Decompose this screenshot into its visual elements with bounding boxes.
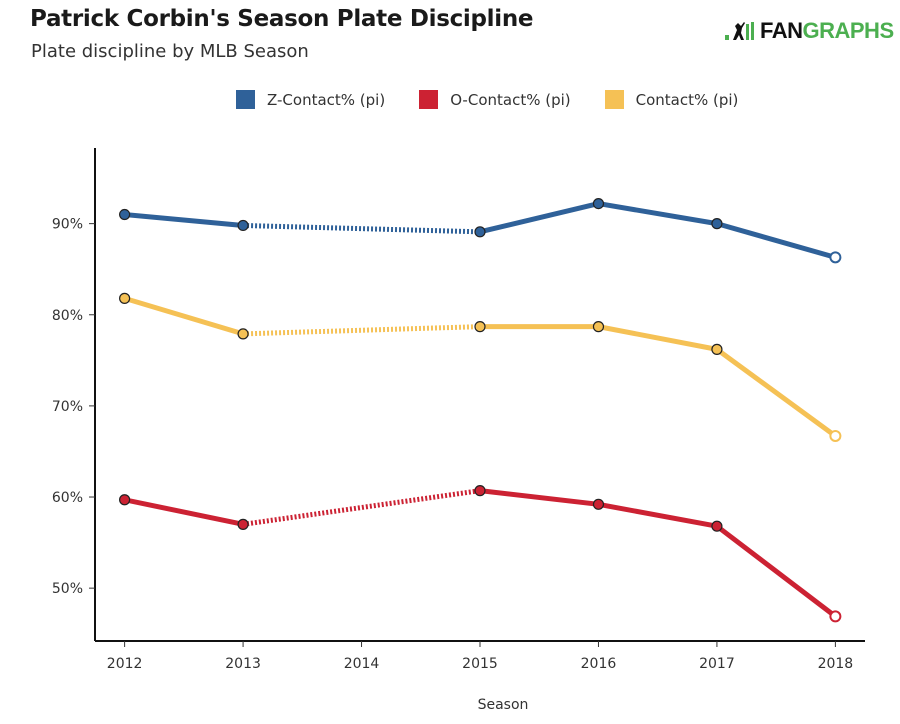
point-z-contact	[474, 226, 486, 238]
series-lines	[123, 201, 837, 619]
line-segment-z-contact	[124, 212, 244, 228]
legend-swatch-o-contact	[419, 90, 439, 109]
point-o-contact	[474, 485, 486, 497]
point-contact	[237, 328, 249, 340]
x-tick-label: 2014	[344, 656, 380, 672]
point-contact	[711, 343, 723, 355]
x-tick-label: 2018	[818, 656, 854, 672]
point-z-contact	[592, 197, 605, 210]
legend-label-o-contact: O-Contact% (pi)	[450, 90, 571, 109]
legend: Z-Contact% (pi) O-Contact% (pi) Contact%…	[236, 90, 772, 109]
line-segment-z-contact	[716, 221, 837, 260]
series-points	[119, 197, 842, 623]
axes: 50% 60% 70% 80% 90% 2012 2013 2014 2015 2016 2017 2…	[52, 148, 865, 672]
point-z-contact	[711, 218, 723, 230]
line-segment-o-contact	[479, 488, 599, 507]
point-o-contact	[237, 518, 249, 530]
line-segment-contact	[715, 347, 837, 438]
line-segment-o-contact	[124, 497, 244, 527]
chart-title: Patrick Corbin's Season Plate Discipline	[30, 6, 534, 32]
legend-item-z-contact[interactable]: Z-Contact% (pi)	[236, 90, 385, 109]
line-segment-o-contact	[715, 524, 837, 619]
point-o-contact	[592, 498, 605, 510]
point-o-contact	[711, 520, 723, 532]
line-segment-contact	[597, 324, 718, 352]
legend-label-contact: Contact% (pi)	[635, 90, 739, 109]
line-segment-z-contact	[598, 201, 718, 227]
x-tick-label: 2013	[225, 656, 261, 672]
line-gap-o-contact	[242, 488, 481, 527]
line-segment-z-contact	[479, 201, 600, 235]
point-z-contact	[829, 251, 842, 264]
legend-item-o-contact[interactable]: O-Contact% (pi)	[419, 90, 571, 109]
logo-text-fan: FAN	[760, 18, 803, 43]
legend-swatch-contact	[604, 90, 624, 109]
point-contact	[474, 321, 486, 333]
point-z-contact	[237, 219, 249, 232]
x-tick-label: 2015	[462, 656, 498, 672]
legend-label-z-contact: Z-Contact% (pi)	[267, 90, 386, 109]
point-contact	[592, 321, 605, 333]
logo-text-graphs: GRAPHS	[802, 18, 895, 43]
point-o-contact	[829, 610, 842, 623]
y-tick-label: 60%	[52, 490, 83, 506]
point-z-contact	[119, 208, 131, 221]
y-tick-label: 80%	[52, 308, 83, 324]
y-tick-label: 50%	[52, 581, 83, 597]
y-tick-label: 90%	[52, 217, 83, 233]
legend-swatch-z-contact	[236, 90, 255, 109]
point-contact	[829, 429, 842, 442]
line-segment-o-contact	[598, 501, 718, 529]
point-o-contact	[119, 494, 131, 506]
line-segment-contact	[123, 295, 244, 337]
chart-subtitle: Plate discipline by MLB Season	[31, 41, 309, 62]
batter-icon	[725, 22, 754, 40]
line-gap-z-contact	[243, 222, 481, 235]
legend-item-contact[interactable]: Contact% (pi)	[604, 90, 739, 109]
x-tick-label: 2017	[699, 656, 735, 672]
x-tick-label: 2016	[581, 656, 617, 672]
fangraphs-logo[interactable]: FAN GRAPHS	[724, 18, 894, 44]
point-contact	[119, 292, 131, 304]
x-axis-title: Season	[478, 697, 529, 713]
x-tick-label: 2012	[107, 656, 143, 672]
y-tick-label: 70%	[52, 399, 83, 415]
line-gap-contact	[243, 324, 481, 337]
